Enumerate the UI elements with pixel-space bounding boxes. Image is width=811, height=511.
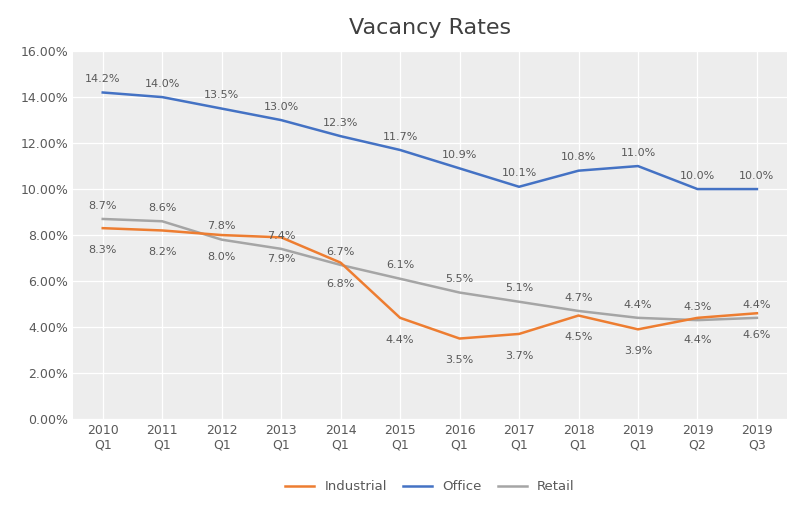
Industrial <box>217 232 226 238</box>
Office <box>277 117 286 123</box>
Text: 4.4%: 4.4% <box>683 335 712 344</box>
Retail <box>336 262 345 268</box>
Text: 11.0%: 11.0% <box>620 148 655 158</box>
Industrial <box>514 331 524 337</box>
Text: 8.2%: 8.2% <box>148 247 177 257</box>
Text: 10.0%: 10.0% <box>740 171 775 181</box>
Retail <box>573 308 583 314</box>
Text: 3.5%: 3.5% <box>445 355 474 365</box>
Industrial <box>633 327 643 333</box>
Industrial <box>336 260 345 266</box>
Text: 3.7%: 3.7% <box>505 351 533 361</box>
Industrial <box>455 335 465 341</box>
Text: 14.2%: 14.2% <box>85 74 121 84</box>
Retail <box>98 216 108 222</box>
Retail <box>455 289 465 295</box>
Text: 10.1%: 10.1% <box>501 169 537 178</box>
Line: Industrial: Industrial <box>103 228 757 338</box>
Text: 4.4%: 4.4% <box>386 335 414 344</box>
Industrial <box>573 312 583 319</box>
Retail <box>217 237 226 243</box>
Text: 10.9%: 10.9% <box>442 150 477 160</box>
Line: Office: Office <box>103 92 757 189</box>
Text: 8.3%: 8.3% <box>88 245 117 255</box>
Industrial <box>157 227 167 234</box>
Text: 4.4%: 4.4% <box>743 299 771 310</box>
Text: 8.0%: 8.0% <box>208 252 236 262</box>
Industrial <box>395 315 405 321</box>
Office <box>395 147 405 153</box>
Retail <box>693 317 702 323</box>
Office <box>693 186 702 192</box>
Text: 4.5%: 4.5% <box>564 332 593 342</box>
Title: Vacancy Rates: Vacancy Rates <box>349 18 511 38</box>
Line: Retail: Retail <box>103 219 757 320</box>
Industrial <box>693 315 702 321</box>
Legend: Industrial, Office, Retail: Industrial, Office, Retail <box>285 480 575 493</box>
Industrial <box>277 234 286 240</box>
Retail <box>157 218 167 224</box>
Office <box>157 94 167 100</box>
Text: 5.1%: 5.1% <box>505 284 533 293</box>
Office <box>336 133 345 139</box>
Text: 4.7%: 4.7% <box>564 293 593 303</box>
Office <box>633 163 643 169</box>
Text: 12.3%: 12.3% <box>323 118 358 128</box>
Text: 7.9%: 7.9% <box>267 254 295 264</box>
Text: 6.8%: 6.8% <box>327 280 354 289</box>
Office <box>217 106 226 112</box>
Office <box>514 183 524 190</box>
Text: 13.5%: 13.5% <box>204 90 239 100</box>
Industrial <box>98 225 108 231</box>
Office <box>573 168 583 174</box>
Retail <box>395 276 405 282</box>
Retail <box>277 246 286 252</box>
Text: 10.8%: 10.8% <box>561 152 596 162</box>
Office <box>752 186 762 192</box>
Text: 4.3%: 4.3% <box>684 302 711 312</box>
Text: 7.4%: 7.4% <box>267 230 295 241</box>
Text: 5.5%: 5.5% <box>445 274 474 284</box>
Retail <box>633 315 643 321</box>
Text: 3.9%: 3.9% <box>624 346 652 356</box>
Text: 4.4%: 4.4% <box>624 299 652 310</box>
Text: 6.7%: 6.7% <box>327 247 354 257</box>
Text: 10.0%: 10.0% <box>680 171 715 181</box>
Retail <box>752 315 762 321</box>
Office <box>98 89 108 96</box>
Text: 8.7%: 8.7% <box>88 201 117 211</box>
Industrial <box>752 310 762 316</box>
Text: 4.6%: 4.6% <box>743 330 771 340</box>
Text: 11.7%: 11.7% <box>383 132 418 142</box>
Office <box>455 165 465 171</box>
Text: 14.0%: 14.0% <box>144 79 180 89</box>
Text: 7.8%: 7.8% <box>208 221 236 231</box>
Text: 8.6%: 8.6% <box>148 203 176 213</box>
Text: 13.0%: 13.0% <box>264 102 298 112</box>
Retail <box>514 298 524 305</box>
Text: 6.1%: 6.1% <box>386 261 414 270</box>
